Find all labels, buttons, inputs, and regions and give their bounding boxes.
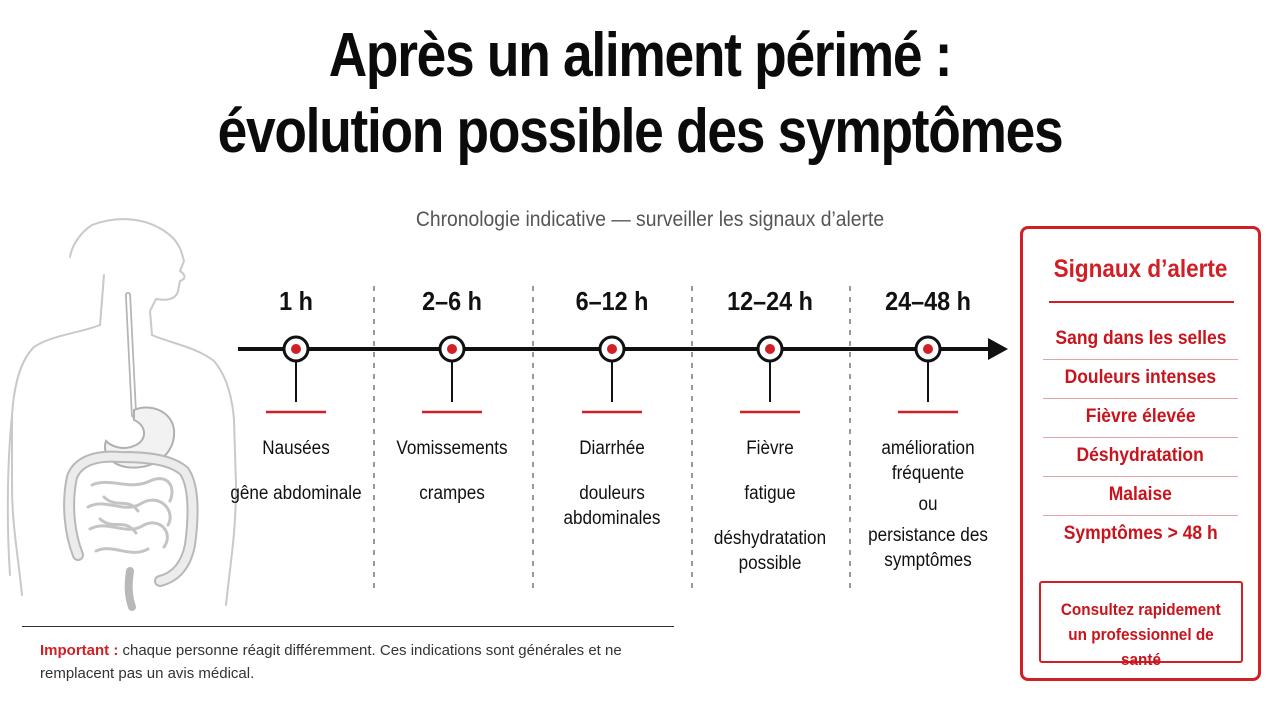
- phase-symptoms: Diarrhée douleurs abdominales: [531, 436, 693, 531]
- phase-symptoms: amélioration fréquente ou persistance des …: [847, 436, 1009, 573]
- footnote-label: Important :: [40, 642, 119, 659]
- alert-signals-panel: Signaux d’alerte Sang dans les selles Dou…: [1020, 226, 1261, 681]
- phase-time-label: 24–48 h: [885, 286, 971, 316]
- phase-time-label: 12–24 h: [727, 286, 813, 316]
- alert-signal-item: Douleurs intenses: [1043, 360, 1238, 399]
- timeline-phase-4: 12–24 h Fièvre fatigue déshydratation possi…: [680, 286, 860, 574]
- alert-signal-item: Déshydratation: [1043, 438, 1238, 477]
- symptom-text: Vomissements: [396, 438, 508, 459]
- footnote: Important : chaque personne réagit diffé…: [40, 639, 680, 685]
- consult-line-1: Consultez rapidement: [1061, 600, 1221, 619]
- timeline-marker-dot-4: [765, 344, 775, 354]
- symptom-text: Nausées: [262, 438, 330, 459]
- human-torso-digestive-system-icon: [6, 218, 237, 611]
- timeline-marker-dot-5: [923, 344, 933, 354]
- timeline-arrow-icon: [988, 338, 1008, 360]
- phase-time-label: 2–6 h: [422, 286, 482, 316]
- alert-signal-item: Symptômes > 48 h: [1043, 516, 1238, 555]
- consult-line-2: un professionnel de santé: [1068, 625, 1214, 669]
- phase-time-label: 6–12 h: [575, 286, 649, 316]
- alert-signal-label: Symptômes > 48 h: [1063, 523, 1218, 544]
- footnote-text: chaque personne réagit différemment. Ces…: [40, 642, 622, 682]
- symptom-text: crampes: [419, 483, 485, 504]
- phase-symptoms: Fièvre fatigue déshydratation possible: [689, 436, 851, 576]
- consult-professional-box: Consultez rapidement un professionnel de…: [1039, 581, 1243, 669]
- alert-signal-item: Malaise: [1043, 477, 1238, 516]
- alert-signal-label: Malaise: [1108, 484, 1173, 505]
- alert-signal-label: Sang dans les selles: [1054, 328, 1227, 349]
- timeline-axis: [238, 286, 1008, 588]
- alert-signals-title: Signaux d’alerte: [1053, 255, 1228, 283]
- symptom-text: amélioration fréquente: [881, 438, 975, 484]
- timeline-marker-dot-1: [291, 344, 301, 354]
- symptom-text: ou: [918, 494, 938, 515]
- alert-signal-item: Fièvre élevée: [1043, 399, 1238, 438]
- timeline-phase-2: 2–6 h Vomissements crampes: [362, 286, 542, 504]
- symptom-text: déshydratation possible: [713, 528, 827, 574]
- alert-signals-divider: [1049, 301, 1234, 303]
- footer-divider: [22, 626, 674, 627]
- page-title: Après un aliment périmé : évolution poss…: [90, 18, 1191, 170]
- alert-signals-list: Sang dans les selles Douleurs intenses Fiè…: [1023, 321, 1258, 555]
- alert-signal-label: Déshydratation: [1076, 445, 1205, 466]
- alert-signal-item: Sang dans les selles: [1043, 321, 1238, 360]
- page-title-line-2: évolution possible des symptômes: [217, 97, 1064, 166]
- alert-signal-label: Douleurs intenses: [1064, 367, 1217, 388]
- symptom-text: persistance des symptômes: [868, 525, 988, 571]
- timeline-marker-dot-2: [447, 344, 457, 354]
- symptom-text: fatigue: [744, 483, 796, 504]
- alert-signal-label: Fièvre élevée: [1085, 406, 1196, 427]
- symptom-text: douleurs abdominales: [563, 483, 661, 529]
- phase-symptoms: Nausées gêne abdominale: [215, 436, 377, 506]
- timeline-phase-5: 24–48 h amélioration fréquente ou persistan…: [838, 286, 1018, 571]
- symptom-text: Fièvre: [746, 438, 794, 459]
- phase-time-label: 1 h: [279, 286, 313, 316]
- timeline-marker-dot-3: [607, 344, 617, 354]
- phase-symptoms: Vomissements crampes: [371, 436, 533, 506]
- page-title-line-1: Après un aliment périmé :: [328, 21, 953, 90]
- timeline-phase-3: 6–12 h Diarrhée douleurs abdominales: [522, 286, 702, 529]
- timeline-phase-1: 1 h Nausées gêne abdominale: [206, 286, 386, 504]
- subtitle: Chronologie indicative — surveiller les …: [415, 208, 885, 231]
- symptom-text: gêne abdominale: [230, 483, 362, 504]
- symptom-text: Diarrhée: [579, 438, 645, 459]
